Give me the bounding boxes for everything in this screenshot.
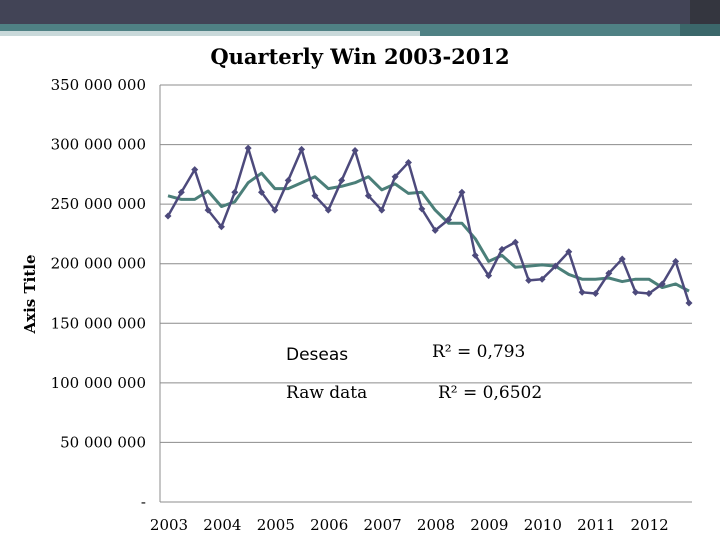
y-tick-label-7: 350 000 000 [51,76,146,94]
chart-title: Quarterly Win 2003-2012 [210,44,510,69]
point-raw-data-39 [685,299,693,307]
point-raw-data-34 [618,255,626,263]
point-raw-data-16 [378,206,386,214]
point-raw-data-5 [231,188,239,196]
point-raw-data-31 [578,288,586,296]
y-tick-label-3: 150 000 000 [51,314,146,332]
point-raw-data-11 [311,192,319,200]
point-raw-data-33 [605,269,613,277]
x-tick-label-2005: 2005 [257,516,295,534]
slide-top-bar [0,0,720,24]
x-tick-label-2006: 2006 [310,516,348,534]
point-raw-data-7 [258,188,266,196]
annotation-deseas-r2: R² = 0,793 [432,342,525,362]
point-raw-data-6 [244,144,252,152]
point-raw-data-20 [431,226,439,234]
x-tick-label-2007: 2007 [364,516,402,534]
x-tick-label-2008: 2008 [417,516,455,534]
point-raw-data-19 [418,205,426,213]
x-tick-label-2011: 2011 [577,516,615,534]
x-tick-labels: 2003 2004 2005 2006 2007 2008 2009 2010 2011 2012 [150,516,669,534]
x-tick-label-2003: 2003 [150,516,188,534]
annotations: Deseas R² = 0,793 Raw data R² = 0,6502 [286,342,542,403]
point-raw-data-22 [458,188,466,196]
point-raw-data-38 [672,257,680,265]
y-tick-label-0: - [141,493,146,511]
point-raw-data-18 [404,158,412,166]
x-tick-label-2010: 2010 [524,516,562,534]
point-raw-data-12 [324,206,332,214]
y-axis-title: Axis Title [21,255,39,335]
point-raw-data-21 [445,216,453,224]
y-tick-label-4: 200 000 000 [51,255,146,273]
slide-top-bar-accent [690,0,720,24]
y-tick-label-6: 300 000 000 [51,136,146,154]
point-raw-data-1 [177,188,185,196]
point-raw-data-28 [538,275,546,283]
point-raw-data-4 [217,223,225,231]
point-raw-data-29 [551,262,559,270]
x-tick-label-2012: 2012 [631,516,669,534]
point-raw-data-0 [164,212,172,220]
series-lines [164,144,693,307]
series-line-raw-data [166,146,691,304]
point-raw-data-17 [391,173,399,181]
point-raw-data-26 [511,238,519,246]
point-raw-data-30 [565,248,573,256]
point-raw-data-14 [351,147,359,155]
point-raw-data-13 [338,176,346,184]
point-raw-data-3 [204,206,212,214]
point-raw-data-8 [271,206,279,214]
y-tick-label-1: 50 000 000 [60,433,146,451]
point-raw-data-25 [498,245,506,253]
point-raw-data-24 [485,272,493,280]
slide-teal-band-highlight [0,31,420,36]
y-tick-label-2: 100 000 000 [51,374,146,392]
x-tick-label-2004: 2004 [203,516,241,534]
point-raw-data-37 [658,280,666,288]
chart-title-container: Quarterly Win 2003-2012 [0,44,720,69]
annotation-deseas-label: Deseas [286,345,348,365]
axes [159,85,692,503]
y-tick-label-5: 250 000 000 [51,195,146,213]
point-raw-data-27 [525,276,533,284]
point-raw-data-32 [591,290,599,297]
gridlines [160,84,692,443]
slide-teal-band-accent [680,24,720,36]
point-raw-data-10 [298,145,306,153]
point-raw-data-23 [471,251,479,259]
point-raw-data-36 [645,290,653,297]
annotation-raw-r2: R² = 0,6502 [438,383,542,403]
point-raw-data-35 [632,288,640,296]
series-line-deseas [167,171,690,293]
point-raw-data-9 [284,176,292,184]
point-raw-data-2 [191,166,199,174]
annotation-raw-label: Raw data [286,383,367,403]
y-tick-labels: - 50 000 000 100 000 000 150 000 000 200 000… [51,76,146,511]
point-raw-data-15 [364,192,372,200]
x-tick-label-2009: 2009 [470,516,508,534]
